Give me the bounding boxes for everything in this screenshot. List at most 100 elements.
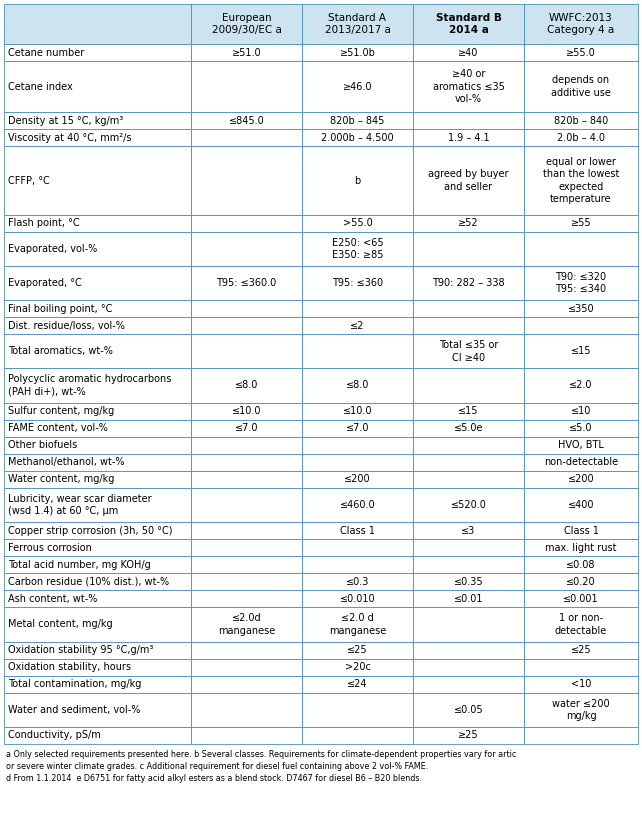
Bar — [413, 232, 524, 266]
Bar — [191, 130, 302, 146]
Text: max. light rust: max. light rust — [545, 543, 617, 552]
Bar — [191, 113, 302, 130]
Text: ≤8.0: ≤8.0 — [346, 380, 369, 391]
Bar — [191, 488, 302, 522]
Bar — [413, 419, 524, 437]
Bar — [413, 335, 524, 368]
Bar — [413, 557, 524, 574]
Text: ≤2.0: ≤2.0 — [569, 380, 593, 391]
Text: T95: ≤360.0: T95: ≤360.0 — [216, 278, 277, 288]
Bar — [191, 454, 302, 471]
Text: ≤10: ≤10 — [571, 406, 591, 416]
Text: 1 or non-
detectable: 1 or non- detectable — [555, 614, 607, 636]
Text: WWFC:2013
Category 4 a: WWFC:2013 Category 4 a — [548, 13, 614, 35]
Bar — [191, 266, 302, 300]
Text: HVO, BTL: HVO, BTL — [558, 440, 604, 450]
Bar — [524, 300, 638, 317]
Text: >20c: >20c — [345, 662, 370, 672]
Bar — [191, 522, 302, 539]
Text: Total acid number, mg KOH/g: Total acid number, mg KOH/g — [8, 560, 151, 570]
Bar — [4, 300, 191, 317]
Bar — [524, 335, 638, 368]
Bar — [413, 437, 524, 454]
Bar — [4, 676, 191, 693]
Bar — [4, 215, 191, 232]
Bar — [413, 146, 524, 215]
Bar — [413, 522, 524, 539]
Text: Total aromatics, wt-%: Total aromatics, wt-% — [8, 346, 113, 357]
Text: ≤0.20: ≤0.20 — [566, 577, 596, 587]
Bar — [302, 437, 413, 454]
Bar — [302, 335, 413, 368]
Bar — [524, 454, 638, 471]
Text: ≥51.0b: ≥51.0b — [340, 47, 376, 58]
Bar — [302, 44, 413, 61]
Text: Carbon residue (10% dist.), wt-%: Carbon residue (10% dist.), wt-% — [8, 577, 169, 587]
Text: 2.0b – 4.0: 2.0b – 4.0 — [557, 133, 605, 143]
Bar — [4, 44, 191, 61]
Text: ≤0.001: ≤0.001 — [563, 594, 599, 604]
Bar — [191, 4, 302, 44]
Text: ≤10.0: ≤10.0 — [232, 406, 261, 416]
Text: depends on
additive use: depends on additive use — [551, 76, 611, 98]
Bar — [413, 368, 524, 402]
Bar — [524, 488, 638, 522]
Bar — [302, 419, 413, 437]
Bar — [302, 61, 413, 113]
Bar — [524, 693, 638, 727]
Bar — [524, 557, 638, 574]
Text: European
2009/30/EC a: European 2009/30/EC a — [212, 13, 281, 35]
Bar — [4, 317, 191, 335]
Bar — [302, 590, 413, 607]
Bar — [4, 232, 191, 266]
Bar — [4, 113, 191, 130]
Bar — [302, 266, 413, 300]
Text: T90: 282 – 338: T90: 282 – 338 — [432, 278, 505, 288]
Bar — [302, 676, 413, 693]
Text: ≤400: ≤400 — [568, 500, 594, 510]
Bar — [413, 61, 524, 113]
Bar — [191, 402, 302, 419]
Bar — [191, 641, 302, 659]
Bar — [191, 61, 302, 113]
Bar — [4, 693, 191, 727]
Text: ≤2: ≤2 — [351, 321, 365, 330]
Bar — [524, 215, 638, 232]
Bar — [524, 522, 638, 539]
Text: ≤5.0: ≤5.0 — [569, 424, 593, 433]
Text: a Only selected requirements presented here. b Several classes. Requirements for: a Only selected requirements presented h… — [6, 750, 516, 783]
Bar — [524, 232, 638, 266]
Bar — [413, 471, 524, 488]
Text: T95: ≤360: T95: ≤360 — [332, 278, 383, 288]
Text: agreed by buyer
and seller: agreed by buyer and seller — [428, 170, 508, 192]
Bar — [191, 557, 302, 574]
Text: Evaporated, vol-%: Evaporated, vol-% — [8, 244, 97, 254]
Text: Flash point, °C: Flash point, °C — [8, 218, 80, 228]
Text: ≤845.0: ≤845.0 — [229, 116, 265, 126]
Text: ≤520.0: ≤520.0 — [451, 500, 487, 510]
Bar — [4, 574, 191, 590]
Bar — [302, 488, 413, 522]
Text: water ≤200
mg/kg: water ≤200 mg/kg — [552, 698, 610, 721]
Bar — [302, 454, 413, 471]
Bar — [302, 402, 413, 419]
Text: b: b — [354, 175, 361, 185]
Bar — [524, 641, 638, 659]
Bar — [191, 471, 302, 488]
Bar — [302, 300, 413, 317]
Text: 2.000b – 4.500: 2.000b – 4.500 — [321, 133, 394, 143]
Text: ≤0.01: ≤0.01 — [454, 594, 483, 604]
Bar — [413, 676, 524, 693]
Bar — [191, 574, 302, 590]
Bar — [191, 437, 302, 454]
Text: ≤200: ≤200 — [344, 474, 371, 485]
Text: ≤7.0: ≤7.0 — [346, 424, 369, 433]
Bar — [302, 574, 413, 590]
Bar — [413, 300, 524, 317]
Bar — [413, 266, 524, 300]
Bar — [4, 454, 191, 471]
Text: 820b – 845: 820b – 845 — [331, 116, 385, 126]
Text: Oxidation stability 95 °C,g/m³: Oxidation stability 95 °C,g/m³ — [8, 645, 153, 655]
Text: 820b – 840: 820b – 840 — [554, 116, 608, 126]
Bar — [191, 44, 302, 61]
